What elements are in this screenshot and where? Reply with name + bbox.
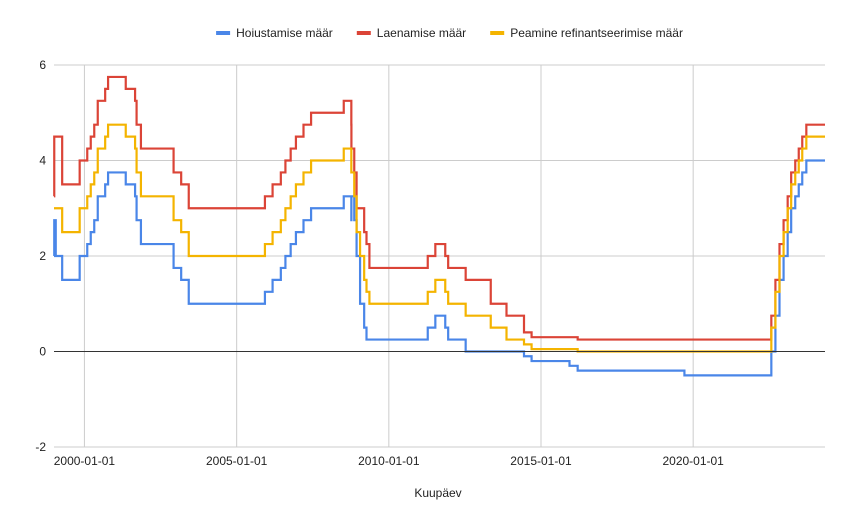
series-line-1 bbox=[53, 159, 825, 377]
y-tick-label: 0 bbox=[39, 345, 46, 359]
y-tick-label: 6 bbox=[39, 58, 46, 72]
x-tick-label: 2005-01-01 bbox=[206, 454, 268, 468]
legend-swatch bbox=[356, 31, 371, 35]
x-tick-label: 2010-01-01 bbox=[358, 454, 420, 468]
y-tick-label: -2 bbox=[35, 440, 46, 454]
legend-swatch bbox=[216, 31, 231, 35]
legend-item[interactable]: Laenamise määr bbox=[356, 26, 466, 40]
legend[interactable]: Hoiustamise määr Laenamise määr Peamine re… bbox=[216, 26, 683, 40]
x-axis-title: Kuupäev bbox=[414, 486, 461, 500]
legend-label: Peamine refinantseerimise määr bbox=[510, 26, 683, 40]
series-lines bbox=[53, 75, 825, 377]
x-tick-label: 2000-01-01 bbox=[54, 454, 116, 468]
axes: -2 0 2 4 6 2000-01-01 2005-01-01 2010-01-01 2015… bbox=[35, 58, 825, 468]
x-tick-label: 2020-01-01 bbox=[662, 454, 724, 468]
y-tick-label: 2 bbox=[39, 249, 46, 263]
legend-label: Hoiustamise määr bbox=[236, 26, 333, 40]
legend-label: Laenamise määr bbox=[377, 26, 466, 40]
legend-item[interactable]: Peamine refinantseerimise määr bbox=[490, 26, 683, 40]
legend-swatch bbox=[490, 31, 505, 35]
y-tick-label: 4 bbox=[39, 154, 46, 168]
series-line-3 bbox=[54, 123, 825, 353]
x-tick-label: 2015-01-01 bbox=[510, 454, 572, 468]
series-line-2 bbox=[53, 75, 825, 341]
grid bbox=[54, 64, 825, 448]
legend-item[interactable]: Hoiustamise määr bbox=[216, 26, 333, 40]
